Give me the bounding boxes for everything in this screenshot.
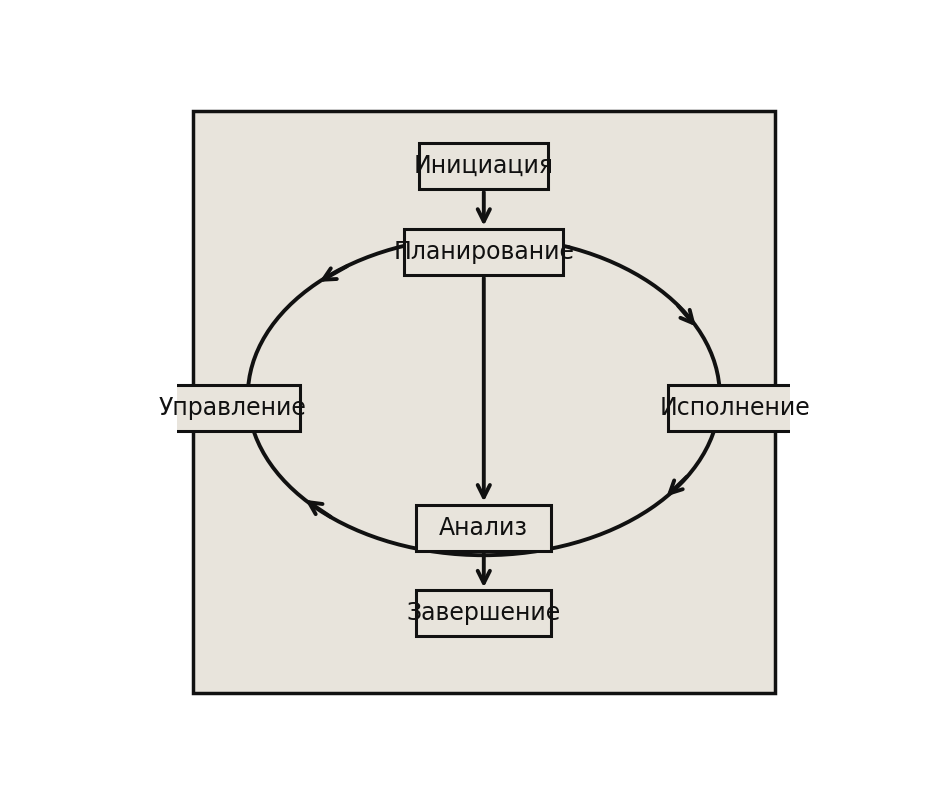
Text: Анализ: Анализ	[439, 516, 529, 540]
Text: Инициация: Инициация	[413, 154, 554, 178]
Text: Исполнение: Исполнение	[660, 396, 811, 420]
Text: Завершение: Завершение	[407, 602, 561, 626]
Text: Управление: Управление	[159, 396, 307, 420]
FancyBboxPatch shape	[416, 591, 551, 637]
FancyBboxPatch shape	[165, 385, 300, 431]
FancyBboxPatch shape	[404, 228, 564, 275]
FancyBboxPatch shape	[193, 111, 775, 693]
FancyBboxPatch shape	[419, 143, 548, 189]
FancyBboxPatch shape	[667, 385, 802, 431]
FancyBboxPatch shape	[416, 505, 551, 551]
Text: Планирование: Планирование	[394, 240, 574, 263]
